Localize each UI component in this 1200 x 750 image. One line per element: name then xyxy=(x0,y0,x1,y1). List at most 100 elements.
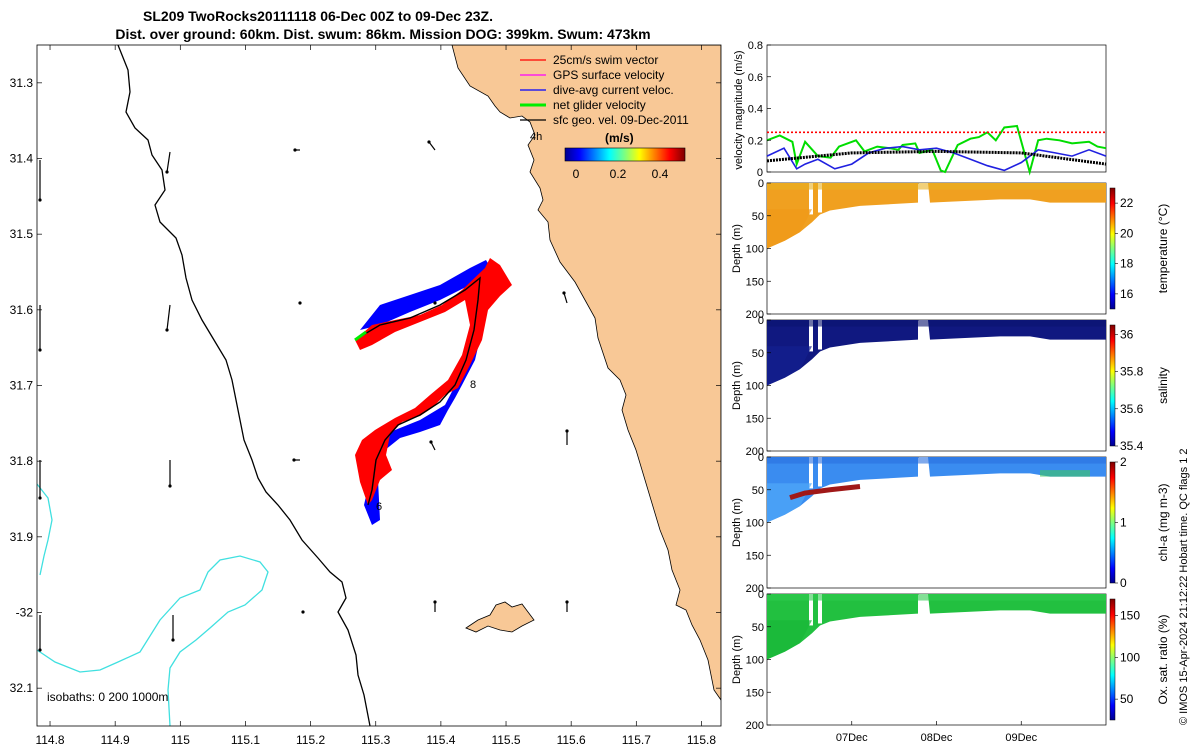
depth-tick-label: 0 xyxy=(758,452,764,464)
cbar-label: Ox. sat. ratio (%) xyxy=(1156,614,1170,704)
geo-arrow-head xyxy=(168,484,172,488)
heatmap-data-region xyxy=(767,457,1106,523)
map-colorbar-note: 4h xyxy=(530,131,542,143)
depth-tick-label: 200 xyxy=(746,309,764,321)
heatmap-gap xyxy=(818,457,822,487)
cbar-tick-label: 0 xyxy=(1120,576,1127,590)
lon-tick-label: 114.9 xyxy=(101,733,130,747)
depth-tick-label: 50 xyxy=(752,622,764,634)
heatmap-data-region xyxy=(767,320,1106,386)
cbar-tick-label: 150 xyxy=(1120,609,1140,623)
depth-tick-label: 0 xyxy=(758,178,764,190)
geo-arrow xyxy=(166,304,171,331)
depth-ylabel: Depth (m) xyxy=(731,224,743,273)
heatmap-panel-2: 0 50 100 150 200 Depth (m) 2 1 0 chl-a (mg m-3) xyxy=(731,452,1170,595)
velocity-ylabel: velocity magnitude (m/s) xyxy=(733,50,745,169)
geo-arrow-head xyxy=(292,458,296,462)
depth-tick-label: 100 xyxy=(746,381,764,393)
map-title-line1: SL209 TwoRocks20111118 06-Dec 00Z to 09-… xyxy=(143,8,493,24)
geo-arrow-head xyxy=(429,440,433,444)
heatmap-gap xyxy=(818,594,822,624)
depth-tick-label: 100 xyxy=(746,518,764,530)
geo-arrow-head xyxy=(301,610,305,614)
lat-tick-label: -32 xyxy=(16,606,34,620)
map-colorbar-tick-0: 0 xyxy=(573,167,580,181)
depth-ylabel: Depth (m) xyxy=(731,498,743,547)
geo-arrow-head xyxy=(38,648,42,652)
lon-tick-label: 115.3 xyxy=(361,733,390,747)
legend-label-gps: GPS surface velocity xyxy=(553,68,664,82)
geo-arrow-head xyxy=(562,291,566,295)
net-velocity-segment xyxy=(354,330,367,342)
cbar-label: chl-a (mg m-3) xyxy=(1156,483,1170,561)
heatmap-colorbar xyxy=(1109,461,1116,584)
map-colorbar-label: (m/s) xyxy=(605,131,634,145)
heatmap-colorbar xyxy=(1109,598,1116,721)
depth-tick-label: 200 xyxy=(746,446,764,458)
geostrophic-arrows xyxy=(38,140,569,652)
vel-ytick-label: 0.2 xyxy=(748,135,763,147)
heatmap-data-region xyxy=(767,183,1106,249)
geo-arrow xyxy=(428,141,436,151)
heatmap-colorbar xyxy=(1109,324,1116,447)
lon-tick-label: 115.8 xyxy=(687,733,716,747)
cbar-tick-label: 50 xyxy=(1120,692,1134,706)
isobaths-label: isobaths: 0 200 1000m xyxy=(47,690,168,704)
heatmap-band xyxy=(767,346,812,386)
lon-tick-label: 115.7 xyxy=(622,733,651,747)
swim-vectors-band xyxy=(355,258,512,505)
geo-arrow-head xyxy=(165,328,169,332)
lon-tick-label: 114.8 xyxy=(35,733,64,747)
vel-ytick-label: 0.4 xyxy=(748,104,763,116)
geo-arrow-head xyxy=(38,496,42,500)
heatmap-band xyxy=(767,457,1106,464)
velocity-panel: 0 0.2 0.4 0.6 0.8 velocity magnitude (m/s) xyxy=(733,40,1107,179)
depth-tick-label: 200 xyxy=(746,720,764,732)
heatmap-panel-0: 0 50 100 150 200 Depth (m) 22 20 18 16 temperature… xyxy=(731,178,1170,321)
depth-tick-label: 150 xyxy=(746,413,764,425)
lat-tick-label: 31.3 xyxy=(10,76,34,90)
heatmap-colorbar xyxy=(1109,187,1116,310)
depth-tick-label: 50 xyxy=(752,485,764,497)
geo-arrow-head xyxy=(298,301,302,305)
cbar-tick-label: 35.8 xyxy=(1120,365,1144,379)
heatmap-gap xyxy=(919,183,928,204)
legend-label-geo: sfc geo. vel. 09-Dec-2011 xyxy=(553,113,689,127)
time-tick-label: 09Dec xyxy=(1005,732,1037,744)
time-tick-label: 07Dec xyxy=(836,732,868,744)
chl-max-band xyxy=(789,483,861,501)
geo-arrow-head xyxy=(565,429,569,433)
lon-tick-label: 115.1 xyxy=(231,733,260,747)
depth-tick-label: 150 xyxy=(746,550,764,562)
velocity-yticks: 0 0.2 0.4 0.6 0.8 xyxy=(748,40,771,179)
heatmap-band xyxy=(767,183,1106,190)
geo-arrow-head xyxy=(165,170,169,174)
heatmap-gap xyxy=(818,183,822,213)
cbar-tick-label: 20 xyxy=(1120,226,1134,240)
lon-tick-label: 115.2 xyxy=(296,733,325,747)
glider-track xyxy=(357,276,481,506)
cbar-tick-label: 16 xyxy=(1120,287,1134,301)
geo-arrow-head xyxy=(293,148,297,152)
legend-label-net: net glider velocity xyxy=(553,98,646,112)
heatmap-gap xyxy=(919,457,928,478)
depth-ylabel: Depth (m) xyxy=(731,361,743,410)
isobath-1000-a xyxy=(37,483,53,576)
cbar-label: salinity xyxy=(1156,367,1170,404)
geo-arrow-head xyxy=(433,301,437,305)
depth-tick-label: 200 xyxy=(746,583,764,595)
heatmap-band xyxy=(767,594,1106,601)
vel-ytick-label: 0 xyxy=(757,167,763,179)
lat-tick-label: 31.7 xyxy=(10,379,34,393)
vel-ytick-label: 0.6 xyxy=(748,72,763,84)
geo-arrow-head xyxy=(38,198,42,202)
lat-tick-label: 31.4 xyxy=(10,152,34,166)
map-title-line2: Dist. over ground: 60km. Dist. swum: 86k… xyxy=(115,26,650,42)
heatmap-band xyxy=(767,209,812,249)
depth-tick-label: 100 xyxy=(746,655,764,667)
map-colorbar-gradient xyxy=(564,147,686,162)
cbar-tick-label: 35.6 xyxy=(1120,402,1144,416)
vel-series-geo xyxy=(766,149,1107,166)
